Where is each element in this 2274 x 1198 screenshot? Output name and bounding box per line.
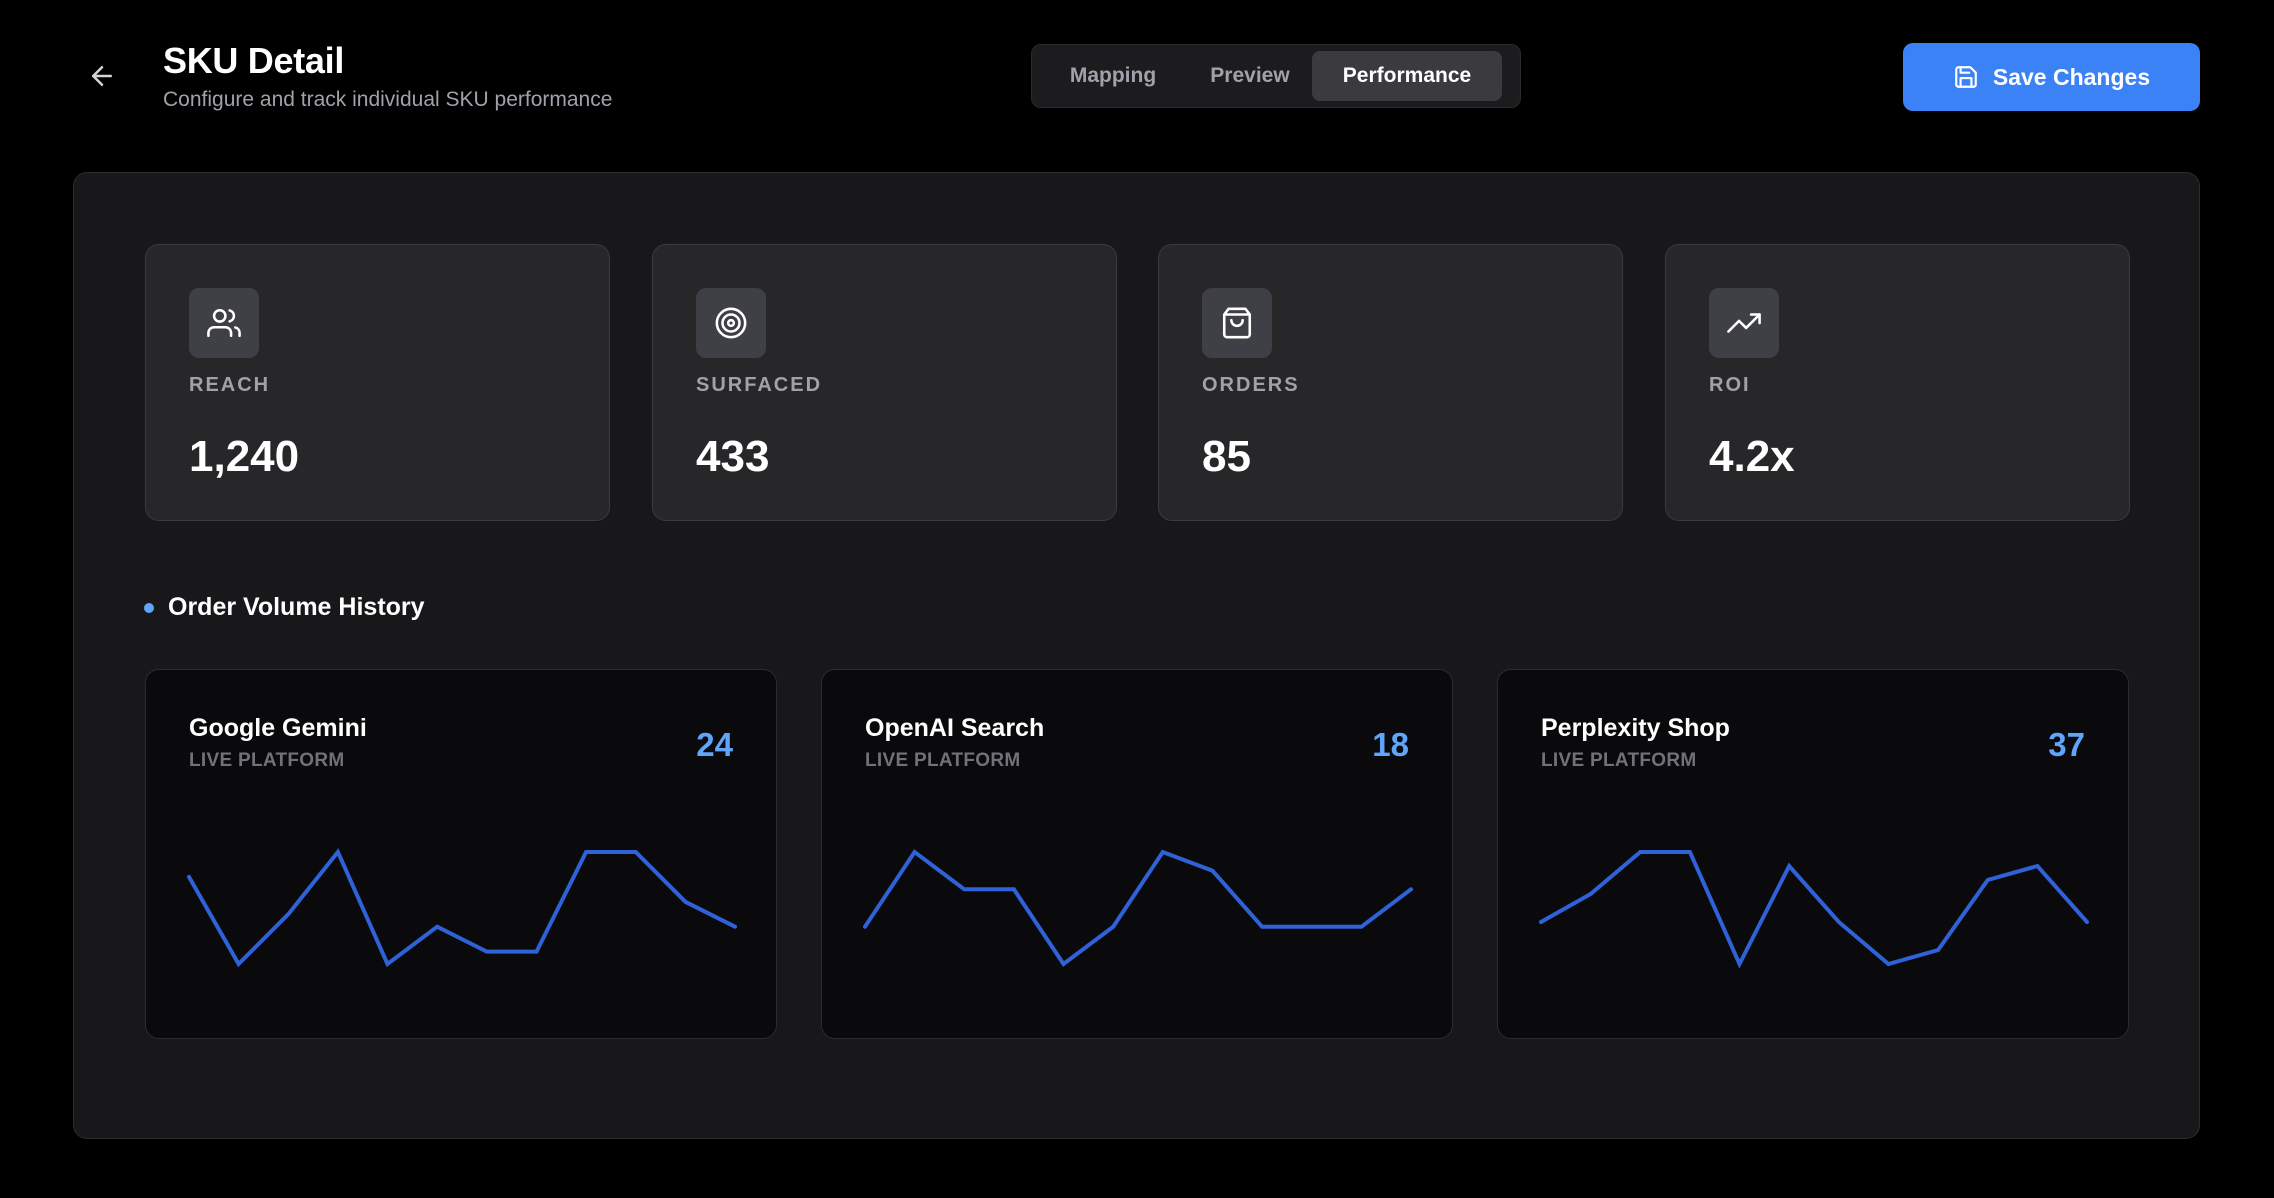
page-title: SKU Detail	[163, 40, 345, 81]
chart-card-google-gemini: Google Gemini LIVE PLATFORM 24	[145, 669, 777, 1039]
chart-subtitle: LIVE PLATFORM	[865, 750, 1021, 771]
sparkline-chart	[863, 849, 1413, 967]
chart-card-perplexity-shop: Perplexity Shop LIVE PLATFORM 37	[1497, 669, 2129, 1039]
sparkline-chart	[187, 848, 737, 968]
save-changes-button[interactable]: Save Changes	[1903, 43, 2200, 111]
chart-card-openai-search: OpenAI Search LIVE PLATFORM 18	[821, 669, 1453, 1039]
bullet-dot-icon	[144, 602, 154, 613]
trending-up-icon	[1727, 313, 1761, 333]
tab-preview[interactable]: Preview	[1210, 64, 1290, 87]
chart-title: OpenAI Search	[865, 714, 1045, 742]
chart-subtitle: LIVE PLATFORM	[189, 750, 345, 771]
users-icon	[207, 308, 241, 338]
stat-value: 85	[1202, 432, 1251, 481]
page-subtitle: Configure and track individual SKU perfo…	[163, 88, 613, 111]
stat-label: REACH	[189, 374, 271, 396]
stat-value: 4.2x	[1709, 432, 1795, 481]
chart-title: Perplexity Shop	[1541, 714, 1730, 742]
chart-total: 18	[1372, 726, 1409, 763]
series-line	[863, 849, 1413, 967]
performance-panel: REACH 1,240 SURFACED 433 ORDERS 85 ROI 4…	[73, 172, 2200, 1139]
stat-card-orders: ORDERS 85	[1158, 244, 1623, 521]
series-line	[187, 848, 737, 968]
series-line	[1539, 850, 2089, 969]
shopping-bag-icon	[1222, 307, 1252, 339]
stat-label: ORDERS	[1202, 374, 1300, 396]
save-changes-label: Save Changes	[1992, 63, 2151, 90]
view-tabs: Mapping Preview Performance	[1031, 44, 1521, 108]
stat-label: ROI	[1709, 374, 1751, 396]
sparkline-chart	[1539, 850, 2089, 969]
chart-subtitle: LIVE PLATFORM	[1541, 750, 1697, 771]
tab-performance[interactable]: Performance	[1312, 51, 1502, 101]
stat-value: 1,240	[189, 432, 300, 481]
section-title-text: Order Volume History	[168, 593, 425, 621]
stat-card-reach: REACH 1,240	[145, 244, 610, 521]
tab-mapping[interactable]: Mapping	[1069, 64, 1157, 87]
back-button[interactable]	[82, 56, 122, 96]
chart-title: Google Gemini	[189, 714, 367, 742]
stat-label: SURFACED	[696, 374, 823, 396]
save-icon	[1955, 66, 1977, 88]
section-title: Order Volume History	[144, 593, 425, 622]
stat-card-roi: ROI 4.2x	[1665, 244, 2130, 521]
stat-card-surfaced: SURFACED 433	[652, 244, 1117, 521]
chart-total: 37	[2048, 726, 2085, 763]
chart-total: 24	[696, 726, 733, 763]
target-icon	[715, 307, 747, 339]
arrow-left-icon	[92, 66, 112, 86]
stat-value: 433	[696, 432, 770, 481]
page-header: SKU Detail Configure and track individua…	[0, 0, 2274, 170]
